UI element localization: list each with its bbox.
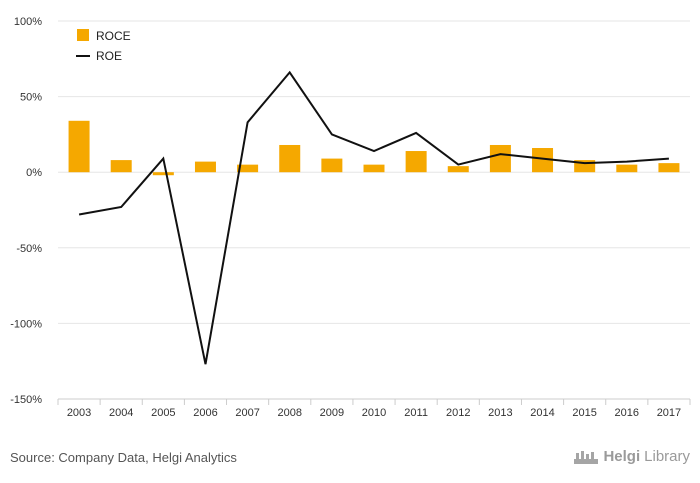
x-tick-label: 2007 (235, 407, 259, 419)
x-axis-ticks: 2003 2004 2005 2006 2007 2008 2009 2010 2011 2012… (57, 399, 691, 419)
y-axis-ticks: 100% 50% 0% -50% -100% -150% (10, 16, 42, 406)
roe-line (78, 70, 669, 365)
roce-bar (616, 164, 638, 173)
x-tick-label: 2015 (572, 407, 596, 419)
x-tick-label: 2006 (193, 407, 217, 419)
y-tick-label: -50% (16, 243, 42, 255)
roce-bar (68, 120, 90, 173)
roce-bar (237, 164, 259, 173)
legend-label-roce: ROCE (96, 29, 131, 43)
x-tick-label: 2014 (530, 407, 554, 419)
x-tick-label: 2008 (277, 407, 301, 419)
source-note: Source: Company Data, Helgi Analytics (10, 450, 237, 465)
y-tick-label: -150% (10, 394, 42, 406)
roce-bar (658, 163, 680, 173)
x-tick-label: 2009 (320, 407, 344, 419)
legend-swatch-roce (77, 29, 89, 41)
x-tick-label: 2011 (404, 407, 428, 419)
y-tick-label: 0% (26, 167, 42, 179)
logo-helgi-text: Helgi (603, 448, 641, 465)
y-tick-label: 50% (20, 92, 42, 104)
roce-bar (363, 164, 385, 173)
roce-bar (321, 158, 343, 173)
x-tick-label: 2013 (488, 407, 512, 419)
roce-bar (194, 161, 216, 173)
x-tick-label: 2017 (657, 407, 681, 419)
roce-bar (405, 151, 427, 173)
x-tick-label: 2004 (109, 407, 133, 419)
chart: 100% 50% 0% -50% -100% -150% 2003 2004 2005 2006… (10, 16, 691, 419)
roce-bar (152, 172, 174, 176)
legend: ROCE ROE (76, 29, 131, 63)
grid-lines (58, 20, 690, 400)
roe-line-layer (78, 70, 669, 365)
roce-bar (532, 148, 554, 173)
roce-bar (110, 160, 132, 173)
logo-library-text: Library (644, 448, 690, 465)
roce-bar (447, 166, 469, 173)
x-tick-label: 2005 (151, 407, 175, 419)
roce-bar (489, 144, 511, 173)
x-tick-label: 2010 (362, 407, 386, 419)
legend-label-roe: ROE (96, 49, 122, 63)
library-building-icon (574, 450, 599, 464)
roce-bars (68, 120, 680, 176)
y-tick-label: 100% (14, 16, 42, 28)
x-tick-label: 2012 (446, 407, 470, 419)
y-tick-label: -100% (10, 318, 42, 330)
roce-bar (279, 144, 301, 173)
x-tick-label: 2003 (67, 407, 91, 419)
x-tick-label: 2016 (615, 407, 639, 419)
helgi-library-logo: Helgi Library (573, 448, 690, 465)
